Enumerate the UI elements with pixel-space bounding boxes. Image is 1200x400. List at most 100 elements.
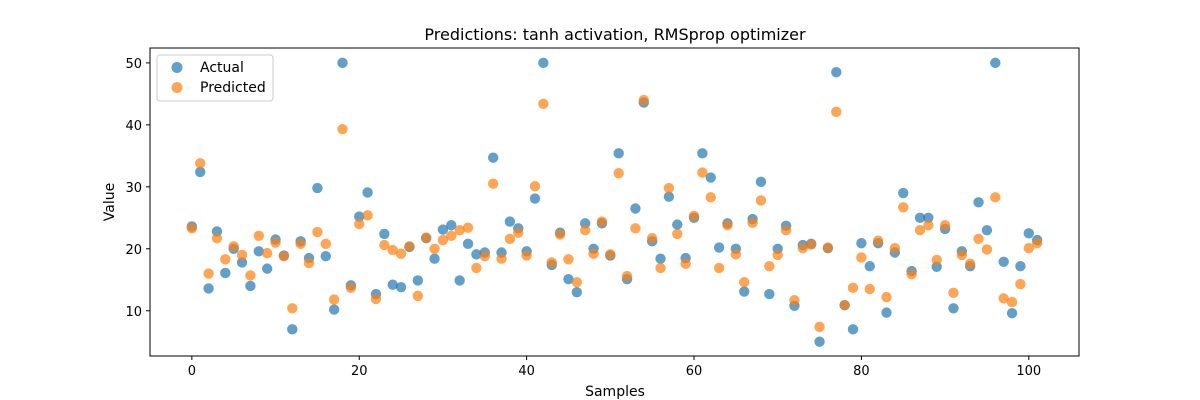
point-actual [354, 211, 365, 222]
y-axis: 10 20 30 40 50 [125, 57, 150, 320]
point-predicted [362, 210, 373, 221]
point-predicted [504, 233, 516, 245]
point-predicted [538, 98, 549, 109]
point-predicted [973, 233, 984, 245]
point-predicted [672, 228, 683, 240]
series-predicted [186, 94, 1043, 333]
point-predicted [881, 291, 892, 303]
point-actual [914, 212, 926, 224]
point-actual [864, 260, 875, 272]
point-actual [739, 286, 750, 297]
x-tick-label: 100 [1016, 364, 1041, 379]
y-tick-label: 30 [125, 181, 142, 196]
point-predicted [370, 293, 382, 305]
point-predicted [412, 290, 424, 302]
point-predicted [688, 210, 700, 222]
point-predicted [420, 232, 432, 243]
point-actual [446, 220, 457, 231]
point-predicted [220, 254, 231, 265]
y-tick-label: 50 [125, 57, 142, 72]
point-predicted [705, 192, 716, 203]
point-predicted [772, 249, 783, 261]
point-predicted [554, 229, 566, 240]
point-actual [981, 224, 993, 236]
point-predicted [571, 277, 583, 288]
point-actual [923, 212, 934, 224]
point-predicted [805, 239, 817, 250]
point-actual [253, 246, 265, 257]
point-actual [261, 263, 273, 274]
point-predicted [253, 230, 265, 241]
point-predicted [312, 226, 323, 238]
point-predicted [471, 262, 482, 274]
point-predicted [730, 249, 742, 260]
point-predicted [303, 257, 315, 269]
point-predicted [864, 283, 875, 295]
point-predicted [722, 220, 733, 231]
point-predicted [789, 295, 800, 306]
point-predicted [203, 268, 214, 279]
point-predicted [429, 243, 440, 254]
point-predicted [621, 270, 633, 282]
legend-label-actual: Actual [200, 60, 244, 76]
point-predicted [839, 299, 850, 311]
point-predicted [186, 223, 198, 234]
point-actual [655, 253, 666, 264]
point-predicted [939, 220, 951, 231]
x-tick-label: 20 [351, 364, 368, 379]
point-predicted [563, 254, 574, 265]
point-predicted [697, 167, 708, 178]
point-predicted [345, 282, 357, 294]
point-actual [764, 288, 775, 300]
point-actual [755, 176, 767, 188]
point-predicted [479, 251, 490, 262]
point-predicted [713, 262, 725, 274]
point-actual [1006, 308, 1018, 319]
point-predicted [236, 249, 248, 261]
point-actual [203, 283, 214, 294]
plot-frame [149, 47, 1080, 357]
point-predicted [462, 222, 474, 233]
point-actual [462, 238, 474, 250]
point-actual [563, 273, 574, 285]
point-predicted [395, 248, 407, 259]
point-actual [571, 286, 583, 298]
y-axis-label: Value [102, 183, 118, 221]
point-predicted [780, 224, 792, 236]
point-predicted [814, 321, 825, 333]
point-predicted [1031, 238, 1043, 249]
point-predicted [948, 287, 959, 298]
point-actual [705, 172, 716, 183]
legend-label-predicted: Predicted [200, 80, 266, 96]
point-actual [613, 148, 624, 159]
point-actual [973, 197, 984, 208]
point-predicted [446, 230, 457, 241]
point-predicted [906, 268, 917, 280]
point-actual [362, 187, 373, 198]
point-actual [320, 251, 331, 262]
point-predicted [1023, 242, 1034, 254]
point-predicted [747, 217, 758, 228]
point-actual [429, 253, 440, 264]
plot-area [186, 57, 1043, 347]
x-tick-label: 80 [853, 364, 870, 379]
point-predicted [914, 224, 926, 236]
point-actual [312, 182, 323, 194]
point-predicted [931, 254, 942, 266]
point-predicted [287, 303, 298, 314]
point-predicted [529, 180, 541, 192]
point-actual [697, 148, 708, 159]
point-predicted [487, 178, 499, 189]
point-predicted [270, 237, 281, 248]
point-predicted [680, 258, 691, 269]
point-actual [998, 256, 1009, 268]
x-tick-label: 40 [518, 364, 535, 379]
point-predicted [981, 244, 993, 255]
point-predicted [898, 202, 909, 213]
point-actual [504, 216, 516, 227]
point-predicted [646, 233, 658, 244]
point-actual [236, 257, 248, 268]
x-axis-label: Samples [585, 384, 645, 400]
point-predicted [546, 257, 557, 268]
point-predicted [337, 123, 348, 135]
